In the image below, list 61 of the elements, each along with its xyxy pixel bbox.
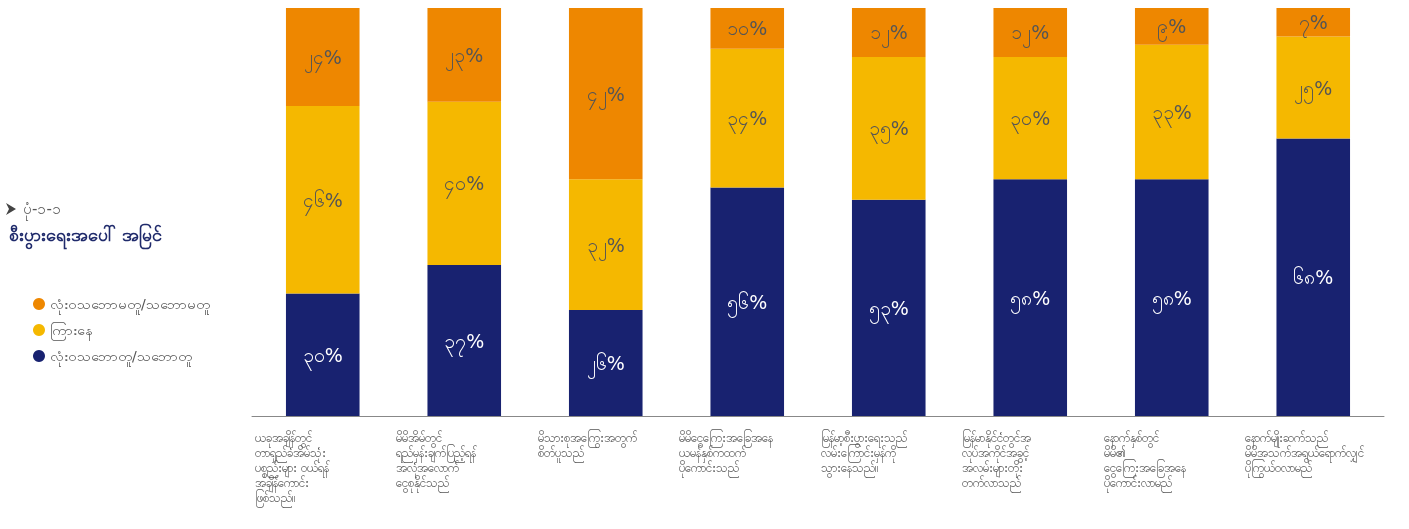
- data-label: ၄၂%: [586, 82, 625, 110]
- data-label: ၂၆%: [586, 351, 625, 379]
- data-label: ၁၂%: [1011, 21, 1050, 49]
- data-label: ၂၅%: [1294, 76, 1333, 104]
- x-tick-label: နောက်နှစ်တွင် မိမိ၏ ငွေကြေးအခြေအနေ ပိုကောင်းလာမည်: [1103, 429, 1186, 493]
- bar: [568, 309, 643, 416]
- data-label: ၂၄%: [303, 45, 342, 73]
- data-label: ၃၇%: [444, 329, 485, 357]
- data-label: ၃၄%: [727, 107, 768, 135]
- legend-label: ကြားနေ: [50, 322, 93, 341]
- legend-label: လုံးဝသဘောမတူ/သဘောမတူ: [50, 296, 210, 315]
- data-label: ၉%: [1157, 15, 1187, 43]
- data-label: ၁၂%: [869, 21, 908, 49]
- data-label: ၃၀%: [1010, 107, 1051, 135]
- bar: [993, 56, 1068, 180]
- x-tick-label: ယခုအချိန်တွင် တာရှည်ခံအိမ်သုံး ပစ္စည်းများ ဝယ်ရန် အချိန်ကောင်း ဖြစ်သည်။: [254, 429, 330, 508]
- bar: [1276, 138, 1351, 416]
- data-label: ၃၃%: [1151, 101, 1192, 129]
- x-tick-label: နောက်မျိုးဆက်သည် မိမိအသက်အရွယ်ရောက်လျှင် ပိုကြွယ်ဝလာမည်: [1245, 429, 1365, 478]
- bar: [285, 105, 360, 294]
- text: ပုံ-၁-၁: [23, 199, 61, 221]
- data-label: ၅၈%: [1151, 286, 1192, 314]
- legend-label: လုံးဝသဘောတူ/သဘောတူ: [50, 348, 192, 367]
- bar: [1276, 8, 1351, 37]
- text: စီးပွားရေးအပေါ် အမြင်: [9, 222, 163, 250]
- bar: [851, 56, 926, 200]
- data-label: ၁၀%: [727, 17, 768, 40]
- bar: [993, 179, 1068, 416]
- data-label: ၄၆%: [302, 188, 343, 216]
- bar: [285, 293, 360, 416]
- bar: [1276, 36, 1351, 139]
- data-label: ၃၂%: [586, 233, 625, 261]
- data-label: ၃၅%: [868, 117, 909, 145]
- data-label: ၇%: [1298, 11, 1328, 39]
- x-tick-label: မိသားစုအကြွေးအတွက် စိတ်ပူသည်: [537, 428, 637, 463]
- bar: [568, 8, 643, 180]
- bar: [710, 48, 785, 188]
- data-label: ၅၆%: [727, 290, 768, 318]
- x-tick-label: မိမိအိမ်တွင် ရည်မှန်းချက်ပြည့်ရန် အလုံအလောက် ငွေစုနိုင်သည်: [396, 429, 478, 493]
- bar: [710, 8, 785, 49]
- data-label: ၂၃%: [445, 43, 484, 71]
- bar: [285, 8, 360, 106]
- data-label: ၃၀%: [302, 343, 343, 371]
- data-label: ၄၀%: [444, 172, 485, 200]
- x-tick-label: မိမိငွေကြေးအခြေအနေ ယမန်နှစ်ကထက် ပိုကောင်းသည်: [679, 428, 774, 478]
- bar: [427, 8, 502, 102]
- bar: [1134, 8, 1209, 45]
- data-label: ၅၃%: [868, 296, 909, 324]
- data-label: ၅၈%: [1010, 286, 1051, 314]
- bar: [1134, 179, 1209, 416]
- x-tick-label: မြန်မာနိုင်ငံတွင်အ လုပ်အကိုင်အခွင့် အလမ်းများတိုး တက်လာသည်: [962, 428, 1032, 493]
- bar: [427, 101, 502, 266]
- bar: [710, 187, 785, 416]
- x-tick-label: မြန်မာ့စီးပွားရေးသည် လမ်းကြောင်းမှန်ကို သွားနေသည်။: [820, 428, 907, 478]
- bar: [993, 8, 1068, 57]
- bar: [568, 179, 643, 310]
- bar: [427, 265, 502, 416]
- bar: [851, 199, 926, 416]
- data-label: ၆၈%: [1293, 266, 1334, 289]
- bar: [1134, 44, 1209, 180]
- bar: [851, 8, 926, 57]
